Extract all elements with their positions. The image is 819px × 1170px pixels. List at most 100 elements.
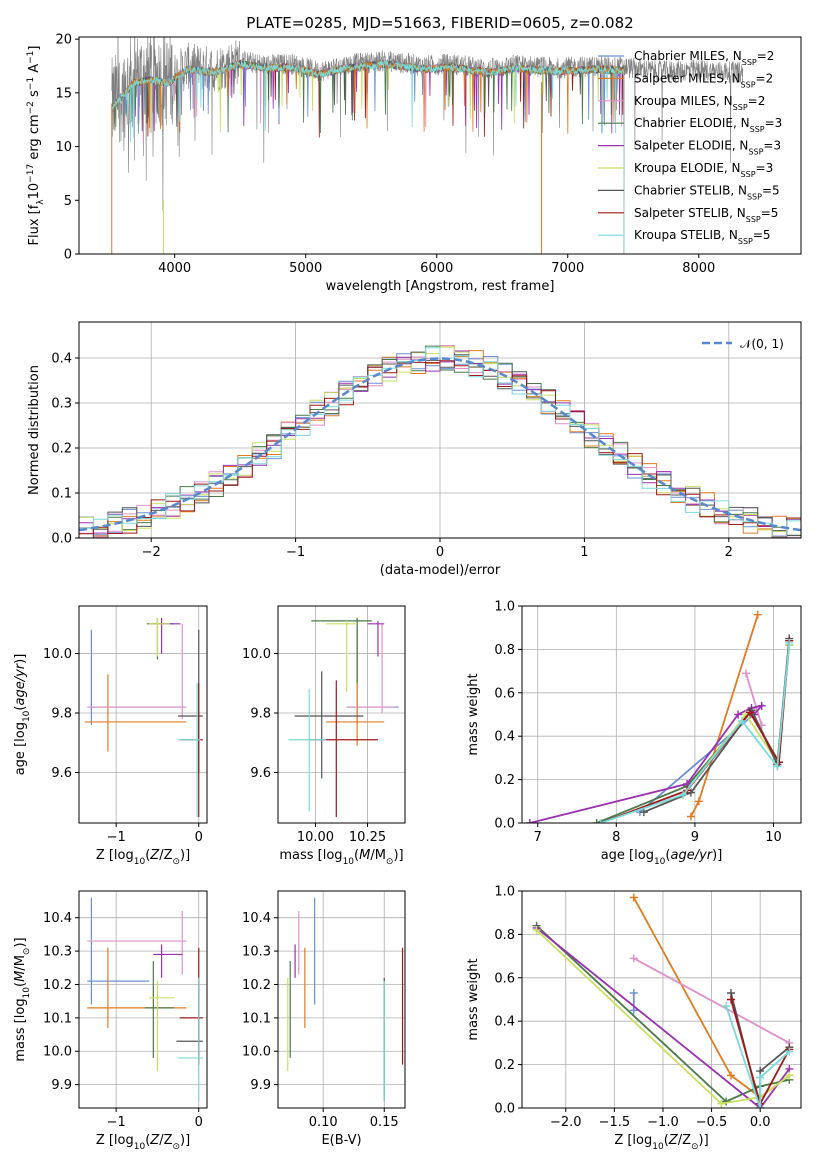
gaussian-curve [79, 357, 801, 532]
series-marker [756, 1104, 765, 1108]
axes-frame [78, 890, 208, 1109]
x-tick-label: 7000 [551, 261, 584, 276]
x-axis-label: mass [log10(M/M⊙)] [279, 848, 403, 867]
y-tick-label: 9.6 [250, 766, 271, 781]
y-tick-label: 10.0 [242, 647, 271, 662]
series-marker [757, 701, 766, 710]
x-axis-label: wavelength [Angstrom, rest frame] [326, 279, 555, 294]
y-tick-label: 10.1 [242, 1011, 271, 1026]
series-marker [532, 926, 541, 935]
y-tick-label: 10.0 [43, 647, 72, 662]
y-tick-label: 0.4 [51, 352, 72, 367]
x-tick-label: 0 [436, 545, 444, 560]
model-spectrum-8 [111, 59, 625, 254]
y-tick-label: 1.0 [494, 600, 515, 615]
x-tick-label: 6000 [420, 261, 453, 276]
mass-vs-metallicity-panel: −1 0 9.9 10.0 10.1 10.2 10.3 10.4 Z [log10(Z/Z⊙)… [13, 890, 208, 1152]
series-marker [686, 812, 695, 821]
legend-entry: Salpeter STELIB, NSSP=5 [634, 206, 778, 224]
y-tick-label: 10.2 [242, 978, 271, 993]
x-axis-label: age [log10(age/yr)] [601, 848, 723, 867]
series-marker [756, 1073, 765, 1082]
plot-area [84, 617, 203, 818]
series-marker [727, 995, 736, 1004]
y-tick-label: 0.8 [494, 928, 515, 943]
y-tick-label: 20 [55, 33, 72, 48]
y-tick-label: 0.0 [51, 532, 72, 547]
x-axis-label: E(B-V) [321, 1133, 361, 1148]
series-line-3 [596, 645, 791, 823]
series-marker [629, 893, 638, 902]
y-tick-label: 9.6 [51, 766, 72, 781]
series-marker [773, 762, 782, 771]
mass-weight-vs-age-panel: 7 8 9 10 0.0 0.2 0.4 0.6 0.8 1.0 age [log10(age/yr… [466, 600, 802, 867]
plot-area [111, 37, 744, 254]
x-tick-label: −2 [142, 545, 161, 560]
series-marker [727, 1071, 736, 1080]
y-tick-label: 0.6 [494, 971, 515, 986]
plot-area [79, 345, 801, 538]
series-marker [741, 669, 750, 678]
x-tick-label: 10.25 [349, 830, 386, 845]
legend-entry: Kroupa STELIB, NSSP=5 [634, 228, 771, 246]
x-tick-label: −1 [107, 1115, 126, 1130]
axes-frame [78, 605, 208, 824]
series-marker [629, 988, 638, 997]
series-line-0 [639, 640, 791, 813]
axes-frame [277, 605, 406, 824]
y-tick-label: 10.2 [43, 978, 72, 993]
legend-entry: Kroupa ELODIE, NSSP=3 [634, 161, 773, 179]
x-tick-label: −1 [107, 830, 126, 845]
series-marker [679, 790, 688, 799]
axes-frame [277, 890, 406, 1109]
residual-histogram-panel: −2 −1 0 1 2 0.0 0.1 0.2 0.3 0.4 (data-model)/error… [27, 321, 802, 578]
axes-frame [521, 605, 802, 824]
series-line-4 [529, 704, 765, 823]
x-tick-label: 9 [691, 830, 699, 845]
legend-entry: Kroupa MILES, NSSP=2 [634, 94, 765, 112]
axes-frame [78, 36, 802, 255]
y-axis-label: Flux [fλ10−17 erg cm−2 s−1 A−1] [26, 46, 46, 246]
y-tick-label: 0.6 [494, 686, 515, 701]
legend-entry: Salpeter ELODIE, NSSP=3 [634, 139, 781, 157]
y-tick-label: 0.0 [494, 817, 515, 832]
x-axis-label: Z [log10(Z/Z⊙)] [96, 1133, 190, 1152]
series-marker [785, 638, 794, 647]
series-marker [722, 1097, 731, 1106]
x-tick-label: −0.5 [696, 1115, 728, 1130]
series-line-2 [633, 957, 790, 1044]
histogram-8 [79, 347, 801, 537]
series-line-6 [643, 638, 791, 813]
series-marker [629, 1006, 638, 1015]
x-axis-label: Z [log10(Z/Z⊙)] [96, 848, 190, 867]
y-tick-label: 0.2 [494, 773, 515, 788]
x-tick-label: −1.5 [599, 1115, 631, 1130]
x-tick-label: 7 [534, 830, 542, 845]
legend-entry: Chabrier STELIB, NSSP=5 [634, 183, 780, 201]
series-marker [738, 717, 747, 726]
axes-frame [78, 321, 802, 539]
y-tick-label: 0.3 [51, 397, 72, 412]
plot-area [288, 617, 399, 818]
series-line-8 [725, 1005, 790, 1108]
histogram-7 [79, 360, 801, 538]
legend-entry: 𝒩(0, 1) [740, 337, 784, 351]
spectrum-panel: 4000 5000 6000 7000 8000 0 5 10 15 20 wavelength [… [26, 33, 802, 294]
series-marker [629, 954, 638, 963]
y-tick-label: 10.0 [242, 1045, 271, 1060]
y-tick-label: 10.3 [242, 945, 271, 960]
x-tick-label: 10.00 [297, 830, 334, 845]
series-marker [639, 808, 648, 817]
plot-area [525, 610, 794, 823]
series-marker [717, 1099, 726, 1108]
y-tick-label: 10.3 [43, 945, 72, 960]
y-tick-label: 0.1 [51, 487, 72, 502]
x-axis-label: Z [log10(Z/Z⊙)] [614, 1133, 708, 1152]
series-marker [745, 708, 754, 717]
x-tick-label: 8000 [682, 261, 715, 276]
series-marker [722, 1002, 731, 1011]
legend-entry: Chabrier ELODIE, NSSP=3 [634, 116, 782, 134]
age-vs-mass-panel: 10.00 10.25 9.6 9.8 10.0 mass [log10(M/M⊙)] [242, 605, 406, 867]
legend-entry: Chabrier MILES, NSSP=2 [634, 49, 774, 67]
x-tick-label: 4000 [158, 261, 191, 276]
